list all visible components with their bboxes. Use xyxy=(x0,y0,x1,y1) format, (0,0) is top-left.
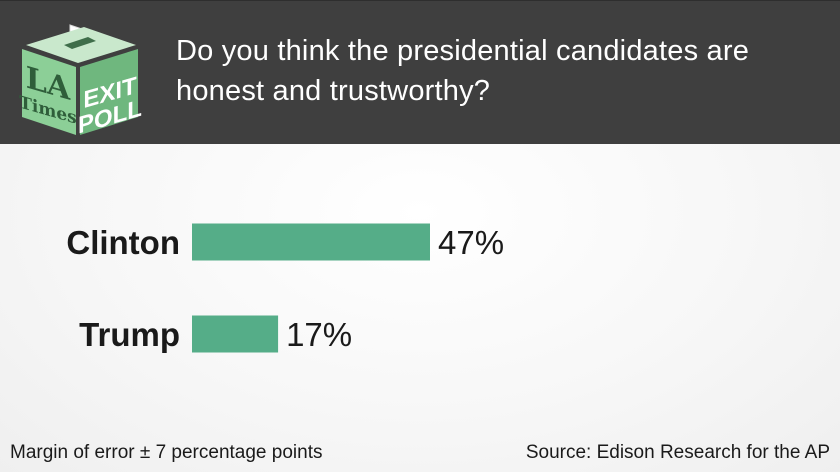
header-banner: LA Times EXIT POLL Do you think the pres… xyxy=(0,0,840,144)
category-label-trump: Trump xyxy=(79,316,180,353)
value-label-trump: 17% xyxy=(286,316,352,353)
value-label-clinton: 47% xyxy=(438,224,504,261)
bar-chart-svg: Clinton 47% Trump 17% xyxy=(66,223,504,353)
bar-trump xyxy=(192,315,279,353)
chart-title: Do you think the presidential candidates… xyxy=(176,35,750,107)
bar-chart: Clinton 47% Trump 17% xyxy=(0,150,840,410)
category-label-clinton: Clinton xyxy=(66,224,180,261)
source-note: Source: Edison Research for the AP xyxy=(525,442,830,463)
margin-of-error-note: Margin of error ± 7 percentage points xyxy=(10,442,323,463)
bar-clinton xyxy=(192,223,430,261)
exit-poll-ballot-box-icon: LA Times EXIT POLL xyxy=(19,24,142,137)
